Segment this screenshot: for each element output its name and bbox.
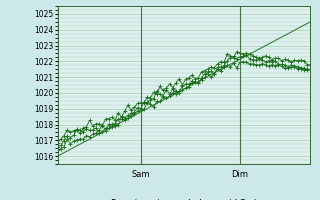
- Text: Sam: Sam: [132, 170, 150, 179]
- Text: Dim: Dim: [231, 170, 248, 179]
- Text: Pression niveau de la mer( hPa ): Pression niveau de la mer( hPa ): [111, 199, 257, 200]
